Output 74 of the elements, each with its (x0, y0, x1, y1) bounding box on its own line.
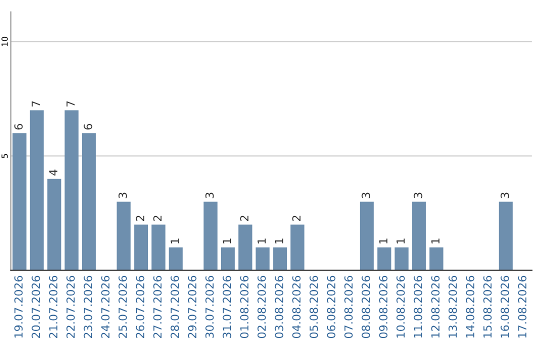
bar (134, 224, 148, 270)
data-label: 1 (222, 238, 231, 244)
bar (429, 247, 444, 270)
x-tick-label: 12.08.2026 (431, 276, 440, 338)
bar (116, 202, 131, 270)
data-label: 1 (431, 238, 440, 244)
data-label: 6 (14, 124, 23, 130)
x-tick-label: 04.08.2026 (292, 276, 301, 338)
x-tick-label: 06.08.2026 (326, 276, 336, 338)
data-label: 2 (136, 216, 144, 221)
x-tick-label: 24.07.2026 (101, 276, 110, 338)
x-tick-label: 30.07.2026 (205, 276, 214, 338)
x-tick-label: 17.08.2026 (518, 276, 526, 338)
x-tick-label: 16.08.2026 (500, 276, 510, 338)
data-label: 2 (240, 216, 248, 221)
bar (412, 202, 426, 270)
x-tick-label: 05.08.2026 (310, 276, 318, 338)
bar (498, 202, 513, 270)
bar (64, 110, 79, 270)
data-label: 2 (153, 216, 162, 221)
x-tick-label: 25.07.2026 (118, 276, 127, 338)
bar (151, 224, 166, 270)
x-tick-label: 09.08.2026 (379, 276, 388, 338)
bar (377, 247, 392, 270)
data-label: 2 (292, 216, 300, 221)
data-label: 3 (362, 192, 370, 198)
bar (290, 224, 304, 270)
x-tick-label: 22.07.2026 (66, 276, 75, 338)
data-label: 1 (170, 238, 179, 244)
bar (394, 247, 409, 270)
x-tick-label: 26.07.2026 (136, 276, 144, 338)
x-tick-label: 10.08.2026 (396, 276, 405, 338)
x-tick-label: 03.08.2026 (274, 276, 284, 338)
data-label: 3 (500, 192, 510, 198)
x-tick-label: 01.08.2026 (240, 276, 249, 338)
bar (82, 133, 96, 270)
bar (47, 178, 62, 270)
x-tick-label: 20.07.2026 (32, 276, 40, 338)
data-label: 7 (66, 101, 75, 107)
data-label: 1 (379, 238, 388, 244)
bar (256, 247, 270, 270)
bar (168, 247, 183, 270)
data-label: 1 (275, 238, 284, 244)
data-label: 3 (414, 192, 422, 198)
bar (238, 224, 252, 270)
y-tick-label: 10 (1, 36, 8, 46)
bar (220, 247, 235, 270)
data-label: 1 (258, 238, 266, 244)
x-tick-label: 21.07.2026 (49, 276, 58, 338)
x-tick-label: 11.08.2026 (414, 276, 422, 338)
data-label: 6 (84, 124, 92, 130)
bar (273, 247, 287, 270)
x-tick-label: 31.07.2026 (222, 276, 232, 338)
data-label: 4 (49, 170, 58, 176)
y-tick-label: 5 (2, 154, 8, 158)
x-tick-label: 14.08.2026 (466, 276, 474, 338)
x-tick-label: 23.07.2026 (84, 276, 92, 338)
data-label: 7 (32, 101, 40, 107)
data-label: 1 (396, 238, 405, 244)
bar (360, 202, 374, 270)
data-label: 3 (118, 192, 127, 198)
x-tick-label: 07.08.2026 (344, 276, 353, 338)
bar (204, 202, 218, 270)
x-tick-label: 19.07.2026 (14, 276, 23, 338)
bar (12, 133, 26, 270)
data-label: 3 (205, 192, 214, 198)
x-tick-label: 13.08.2026 (448, 276, 457, 338)
x-tick-label: 28.07.2026 (170, 276, 180, 338)
bar (30, 110, 44, 270)
x-tick-label: 15.08.2026 (483, 276, 492, 338)
x-tick-label: 29.07.2026 (188, 276, 196, 338)
x-tick-label: 08.08.2026 (362, 276, 370, 338)
x-tick-label: 27.07.2026 (153, 276, 162, 338)
x-tick-label: 02.08.2026 (257, 276, 266, 338)
